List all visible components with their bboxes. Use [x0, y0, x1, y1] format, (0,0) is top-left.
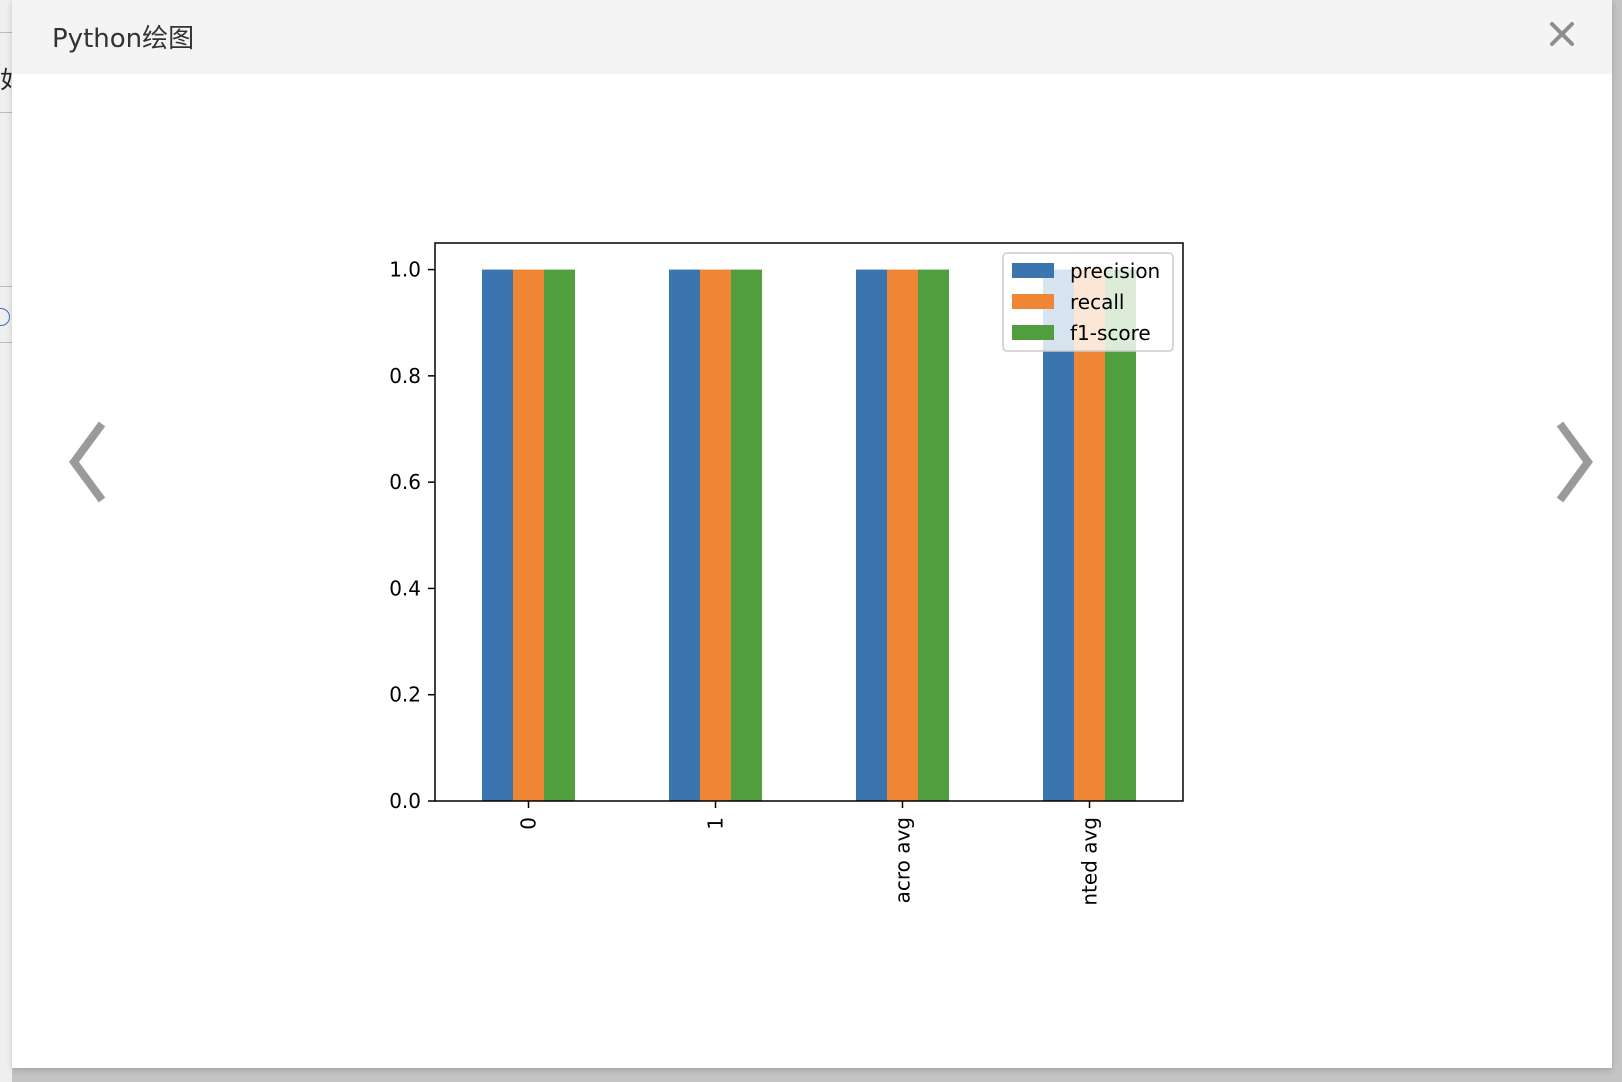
bar-chart: 0.0 0.2 0.4 0.6 0.8 1.0 0 1 acro avg nted avg prec…: [362, 220, 1262, 960]
bar-precision-1: [669, 269, 700, 802]
bar-recall-3: [1074, 269, 1105, 802]
plot-frame: [434, 242, 1184, 802]
bar-precision-2: [856, 269, 887, 802]
dialog-header: Python绘图: [12, 0, 1612, 74]
background-divider: [0, 286, 12, 287]
y-tick-label: 0.2: [389, 683, 421, 707]
y-tick-label: 0.8: [389, 364, 421, 388]
legend-label: f1-score: [1070, 321, 1151, 345]
y-tick-label: 0.6: [389, 470, 421, 494]
y-tick-label: 0.0: [389, 789, 421, 813]
bar-precision-0: [482, 269, 513, 802]
background-text: 如: [0, 60, 12, 95]
plot-dialog: Python绘图 0.0 0.2 0.4 0.6 0.8 1.0 0 1 acro avg nte…: [12, 0, 1612, 1068]
legend-swatch-f1-score: [1012, 325, 1054, 340]
background-divider: [0, 342, 12, 343]
bar-f1-score-3: [1105, 269, 1136, 802]
legend-swatch-recall: [1012, 294, 1054, 309]
next-image-button[interactable]: [1548, 416, 1598, 506]
x-tick-label: acro avg: [891, 817, 915, 903]
close-icon: [1550, 22, 1574, 46]
bar-precision-3: [1043, 269, 1074, 802]
chart-svg: 0.0 0.2 0.4 0.6 0.8 1.0 0 1 acro avg nted avg prec…: [389, 242, 1184, 906]
legend-swatch-precision: [1012, 263, 1054, 278]
x-tick-label: nted avg: [1078, 817, 1102, 906]
bar-f1-score-1: [731, 269, 762, 802]
previous-image-button[interactable]: [64, 416, 114, 506]
chevron-right-icon: [1556, 421, 1593, 503]
legend-label: precision: [1070, 259, 1160, 283]
y-tick-label: 0.4: [389, 576, 421, 600]
bar-f1-score-2: [918, 269, 949, 802]
close-button[interactable]: [1542, 14, 1582, 54]
bar-recall-1: [700, 269, 731, 802]
x-tick-label: 0: [517, 817, 541, 830]
x-tick-label: 1: [704, 817, 728, 830]
dialog-title: Python绘图: [52, 24, 195, 54]
legend-label: recall: [1070, 290, 1124, 314]
chevron-left-icon: [69, 421, 106, 503]
database-icon[interactable]: [0, 308, 10, 326]
background-divider: [0, 32, 12, 33]
background-divider: [0, 112, 12, 113]
bar-f1-score-0: [544, 269, 575, 802]
y-tick-label: 1.0: [389, 258, 421, 282]
bar-recall-2: [887, 269, 918, 802]
bar-recall-0: [513, 269, 544, 802]
background-page-edge: 如: [0, 0, 12, 1082]
